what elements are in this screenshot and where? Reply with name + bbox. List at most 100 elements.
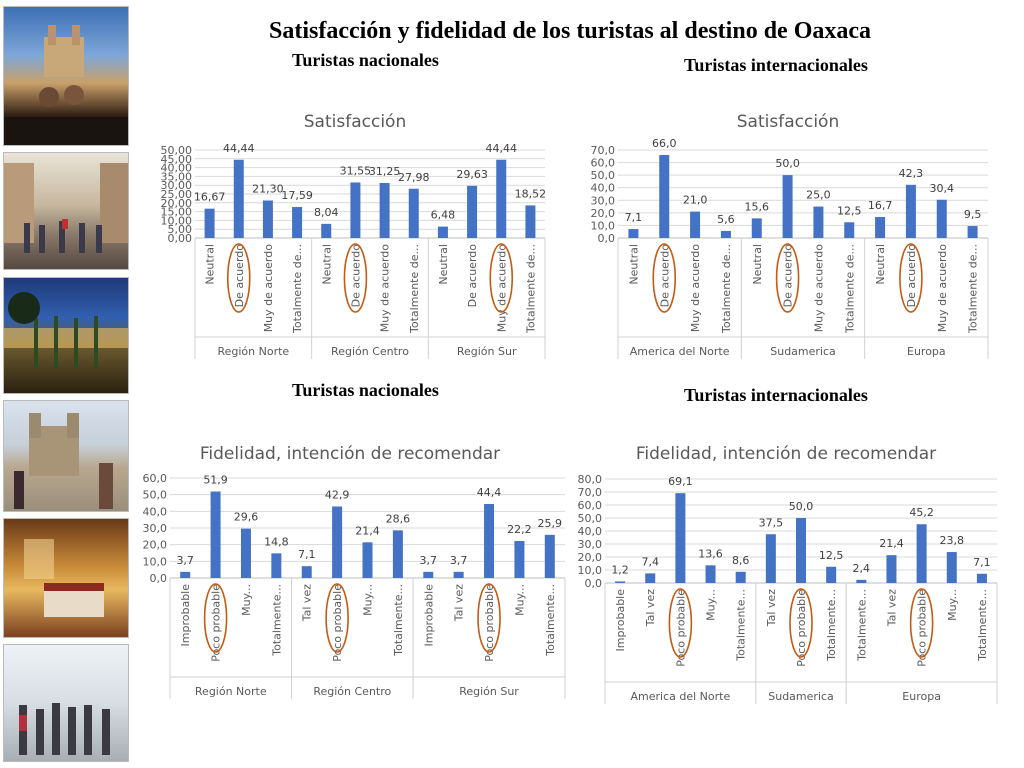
y-tick-label: 30,0 [578, 538, 603, 551]
data-label: 8,6 [732, 554, 750, 567]
bar [856, 579, 867, 583]
y-tick-label: 15,00 [161, 206, 193, 219]
group-label: Región Sur [457, 345, 517, 358]
bar [301, 566, 312, 578]
category-label: Totalmente... [735, 589, 748, 662]
data-label: 3,7 [450, 554, 468, 567]
chart-title: Fidelidad, intención de recomendar [636, 444, 936, 464]
bar [765, 534, 776, 583]
data-label: 42,3 [899, 167, 924, 180]
category-label: Muy de acuerdo [379, 244, 392, 333]
bar [720, 230, 731, 238]
category-label: Neutral [627, 244, 640, 285]
group-label: Sudamerica [768, 690, 834, 703]
category-label: Muy de acuerdo [689, 244, 702, 333]
data-label: 7,1 [298, 548, 316, 561]
data-label: 3,7 [176, 554, 194, 567]
bar [675, 493, 686, 583]
data-label: 3,7 [420, 554, 438, 567]
chart-loyalty-national: Fidelidad, intención de recomendar 0,0 10,… [143, 444, 566, 699]
y-tick-label: 10,0 [143, 555, 168, 568]
data-label: 18,52 [515, 187, 547, 200]
data-label: 13,6 [698, 547, 723, 560]
data-label: 21,0 [683, 194, 708, 207]
data-label: 16,7 [868, 199, 893, 212]
bar [826, 566, 837, 583]
highlight-circle [668, 588, 693, 658]
bar [615, 581, 626, 583]
bar [905, 184, 916, 238]
group-label: Región Norte [217, 345, 289, 358]
data-label: 1,2 [611, 563, 629, 576]
category-label: Muy de acuerdo [812, 244, 825, 333]
subtitle-national-top: Turistas nacionales [292, 50, 439, 70]
y-tick-label: 10,0 [578, 564, 603, 577]
data-label: 15,6 [745, 200, 770, 213]
category-label: Totalmente... [544, 584, 557, 657]
y-tick-label: 80,0 [578, 473, 603, 486]
bar [262, 200, 273, 238]
y-tick-label: 50,0 [578, 512, 603, 525]
y-tick-label: 0,0 [150, 572, 168, 585]
category-label: Tal vez [301, 584, 314, 622]
bar [645, 573, 656, 583]
data-label: 30,4 [930, 182, 955, 195]
bar [204, 208, 215, 238]
y-tick-label: 10,0 [591, 219, 616, 232]
category-label: Neutral [437, 244, 450, 285]
bar [525, 205, 536, 238]
category-label: Muy... [705, 589, 718, 621]
y-tick-label: 0,00 [168, 232, 193, 245]
data-label: 14,8 [264, 535, 289, 548]
bar [796, 518, 806, 583]
category-label: Poco probable [483, 584, 496, 662]
category-label: Neutral [874, 244, 887, 285]
data-label: 7,4 [641, 555, 659, 568]
y-tick-label: 20,0 [591, 207, 616, 220]
data-label: 17,59 [281, 189, 313, 202]
highlight-circle [909, 588, 934, 658]
category-label: Totalmente de... [843, 244, 856, 334]
y-tick-label: 30,0 [591, 194, 616, 207]
bar [423, 571, 434, 578]
y-tick-label: 0,0 [598, 232, 616, 245]
category-label: Totalmente... [855, 589, 868, 662]
data-label: 21,4 [355, 524, 380, 537]
photo-airport-crowd [3, 644, 129, 762]
chart-satisfaction-international: Satisfacción0,010,020,030,040,050,060,07… [591, 112, 989, 359]
bar [967, 226, 978, 238]
chart-satisfaction-national: Satisfacción 0,005,0010,0015,0020,0025,00… [161, 112, 547, 359]
category-label: Poco probable [916, 589, 929, 667]
bar [875, 217, 886, 238]
group-label: Región Sur [459, 685, 519, 698]
category-label: De acuerdo [349, 244, 362, 308]
y-tick-label: 0,0 [585, 577, 603, 590]
data-label: 21,30 [252, 183, 284, 196]
photo-night-garden [3, 277, 129, 394]
highlight-circle [489, 243, 514, 313]
y-tick-label: 30,00 [161, 179, 193, 192]
data-label: 45,2 [909, 506, 934, 519]
chart-title: Fidelidad, intención de recomendar [200, 444, 500, 464]
y-tick-label: 40,0 [578, 525, 603, 538]
data-label: 44,4 [477, 486, 502, 499]
data-label: 27,98 [398, 171, 430, 184]
bar [976, 573, 987, 583]
bar [350, 182, 361, 238]
category-label: Poco probable [795, 589, 808, 667]
group-label: Región Centro [313, 685, 391, 698]
y-tick-label: 25,00 [161, 188, 193, 201]
data-label: 50,0 [789, 500, 814, 513]
chart-title: Satisfacción [304, 112, 406, 132]
bar [362, 542, 373, 578]
bar [936, 199, 947, 238]
category-label: Muy de acuerdo [262, 244, 275, 333]
bar [408, 188, 419, 238]
group-label: Región Centro [331, 345, 409, 358]
category-label: Poco probable [331, 584, 344, 662]
subtitle-national-bottom: Turistas nacionales [292, 380, 439, 400]
y-tick-label: 60,0 [578, 499, 603, 512]
data-label: 29,6 [234, 511, 259, 524]
y-tick-label: 40,0 [591, 182, 616, 195]
highlight-circle [899, 243, 923, 313]
